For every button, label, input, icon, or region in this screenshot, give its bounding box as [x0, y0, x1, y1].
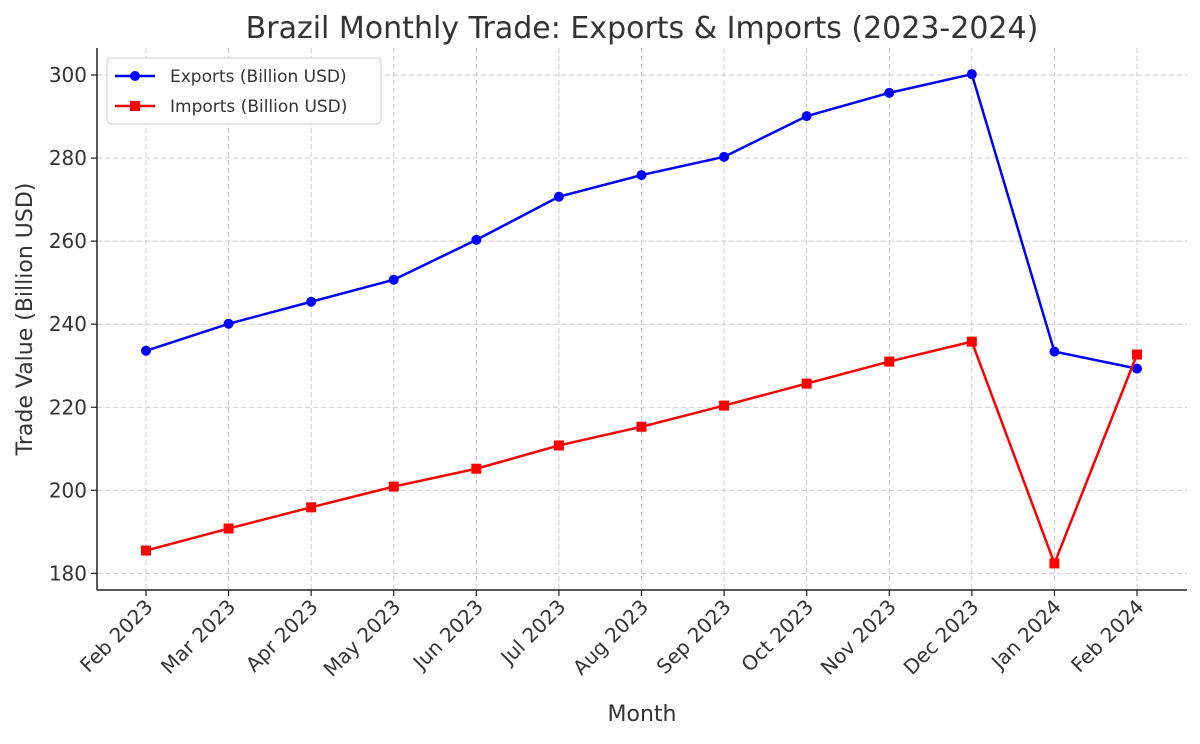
data-point: [141, 345, 151, 356]
data-point: [141, 545, 151, 556]
data-point: [1049, 346, 1060, 357]
x-tick-label: Jan 2024: [985, 595, 1066, 676]
data-point: [223, 523, 234, 534]
x-tick-label: Jun 2023: [407, 595, 488, 676]
y-tick-label: 240: [49, 312, 87, 336]
data-point: [636, 421, 647, 432]
x-tick-label: Dec 2023: [899, 595, 984, 680]
legend-marker: [130, 71, 140, 81]
data-point: [306, 296, 317, 307]
data-point: [388, 274, 399, 285]
data-point: [1132, 363, 1142, 374]
data-point: [636, 170, 647, 181]
grid: [97, 48, 1187, 590]
chart-title: Brazil Monthly Trade: Exports & Imports …: [246, 11, 1039, 46]
data-point: [801, 111, 812, 122]
x-tick-label: Apr 2023: [241, 595, 323, 677]
y-tick-label: 180: [49, 561, 87, 585]
x-tick-label: May 2023: [319, 595, 406, 682]
y-tick-label: 280: [49, 146, 87, 170]
data-point: [553, 191, 564, 202]
legend-label: Exports (Billion USD): [170, 67, 347, 87]
series-group: [141, 69, 1142, 569]
data-point: [388, 481, 399, 492]
data-point: [1132, 349, 1142, 360]
data-point: [801, 378, 812, 389]
data-point: [471, 463, 482, 474]
x-tick-label: Jul 2023: [495, 595, 571, 671]
data-point: [966, 69, 977, 80]
x-tick-label: Mar 2023: [156, 595, 240, 679]
x-tick-label: Feb 2023: [75, 595, 157, 677]
data-point: [884, 87, 895, 98]
y-tick-label: 200: [49, 478, 87, 502]
x-tick-label: Aug 2023: [568, 595, 653, 680]
legend: Exports (Billion USD) Imports (Billion US…: [106, 57, 382, 125]
data-point: [719, 151, 730, 162]
legend-label: Imports (Billion USD): [170, 97, 347, 117]
y-tick-label: 260: [49, 229, 87, 253]
data-point: [306, 502, 317, 513]
y-tick-label: 300: [49, 63, 87, 87]
data-point: [223, 318, 234, 329]
data-point: [1049, 558, 1060, 569]
x-tick-label: Feb 2024: [1066, 595, 1148, 677]
y-tick-label: 220: [49, 395, 87, 419]
data-point: [719, 400, 730, 411]
y-axis-label: Trade Value (Billion USD): [13, 183, 38, 457]
x-tick-label: Oct 2023: [736, 595, 818, 677]
data-point: [553, 440, 564, 451]
x-axis-label: Month: [608, 702, 677, 727]
x-tick-label: Sep 2023: [652, 595, 736, 679]
legend-marker: [130, 101, 140, 111]
x-tick-label: Nov 2023: [816, 595, 901, 680]
data-point: [471, 234, 482, 245]
legend-box: [106, 57, 382, 125]
data-point: [966, 336, 977, 347]
data-point: [884, 356, 895, 367]
